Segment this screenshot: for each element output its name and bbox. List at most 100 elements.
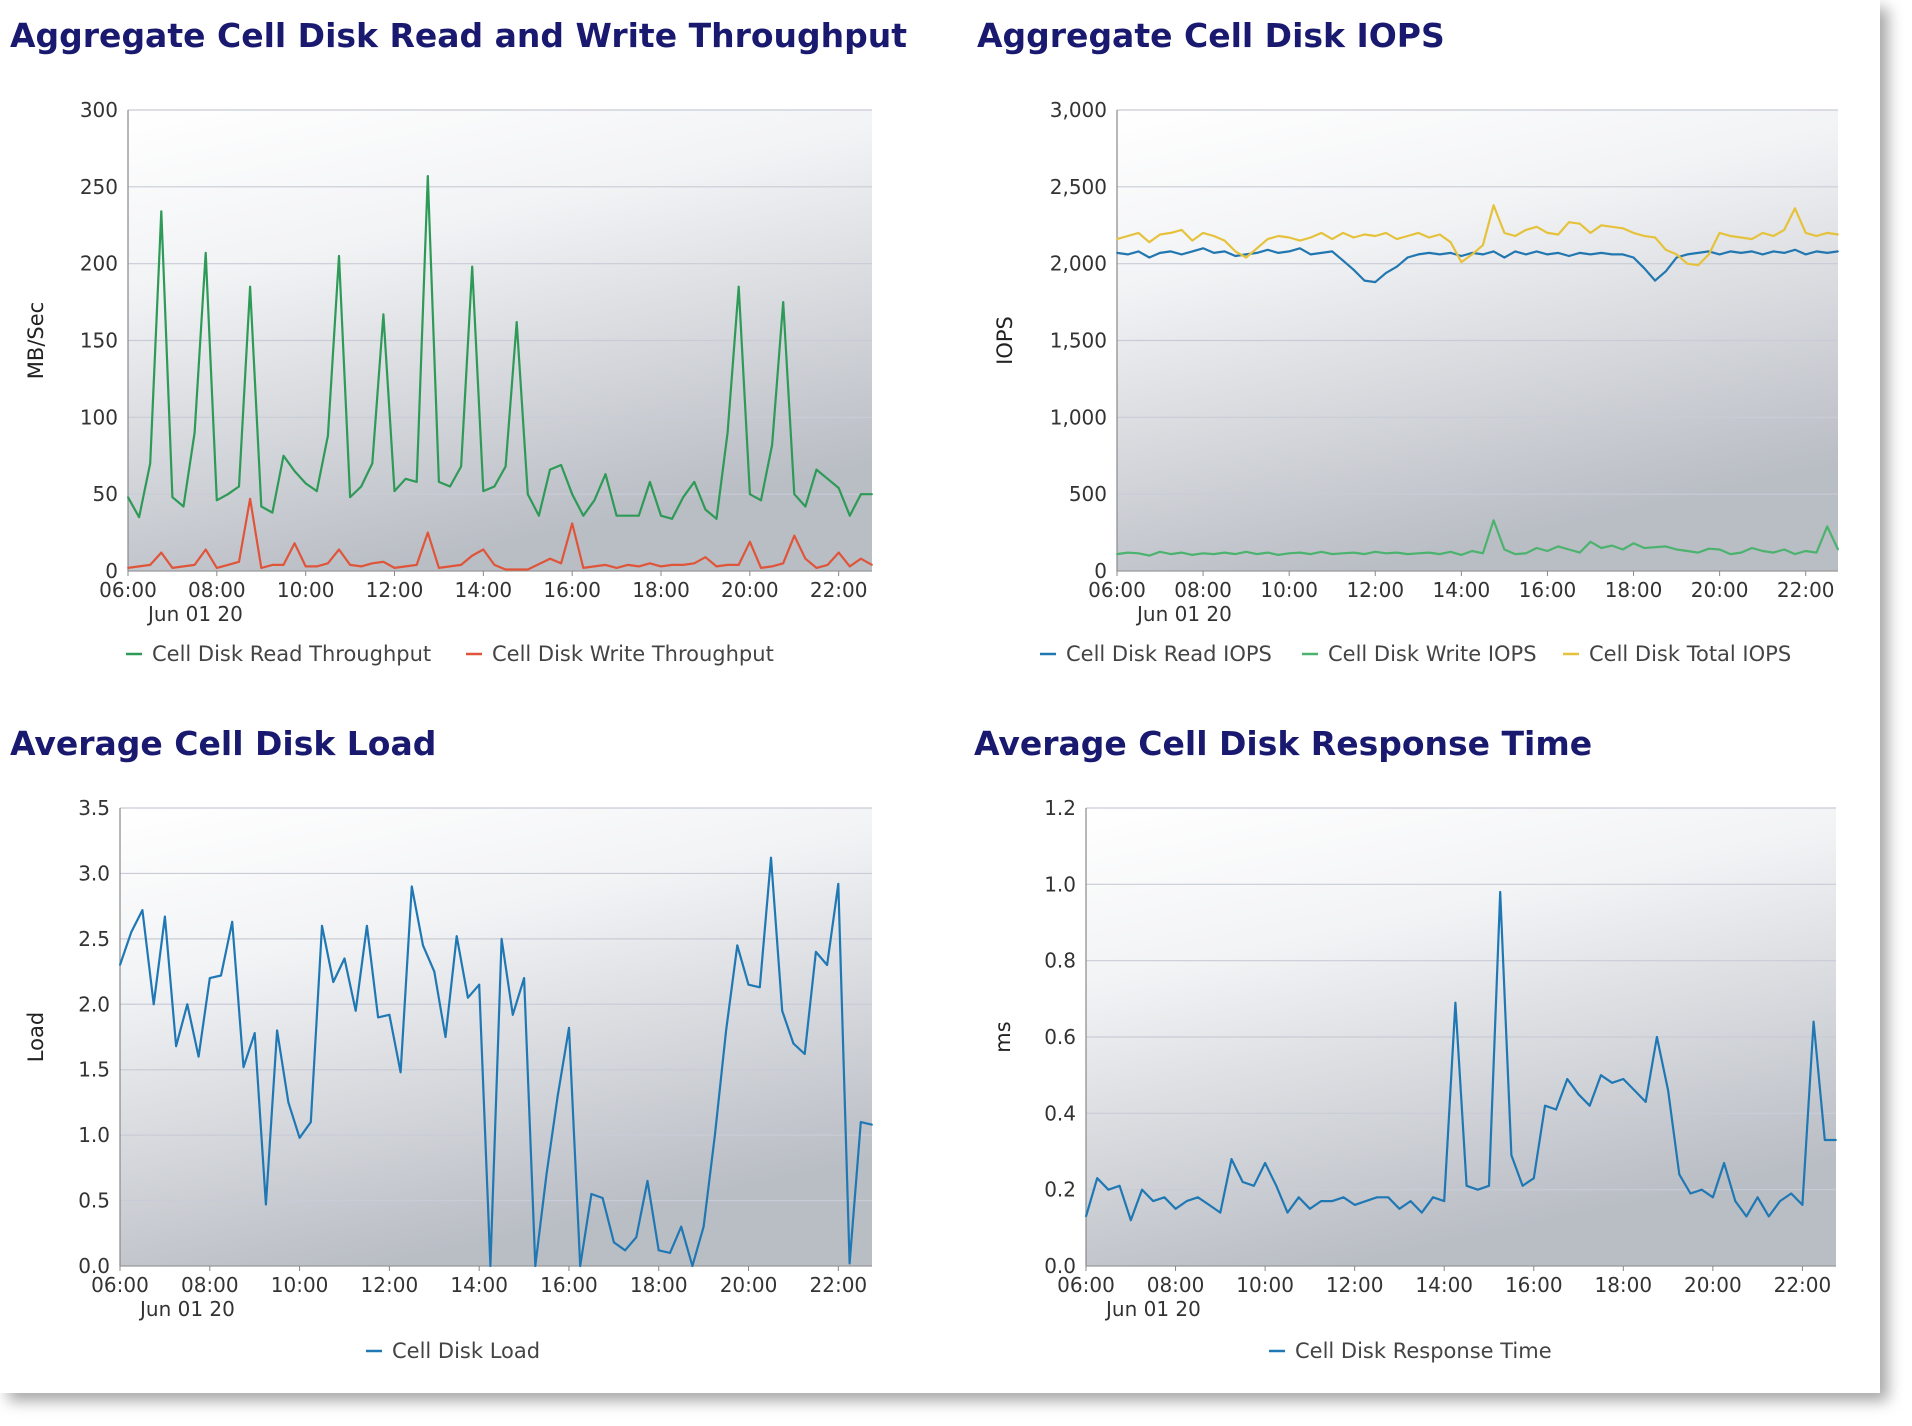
data-point bbox=[635, 1236, 638, 1239]
data-point bbox=[482, 548, 485, 551]
data-point bbox=[1740, 236, 1742, 239]
data-point bbox=[1664, 248, 1667, 251]
data-point bbox=[693, 481, 696, 483]
data-point bbox=[1729, 553, 1732, 555]
data-point bbox=[1656, 1036, 1658, 1038]
data-point bbox=[624, 1249, 626, 1252]
data-point bbox=[1761, 550, 1764, 552]
legend-item[interactable]: Cell Disk Write Throughput bbox=[466, 642, 774, 666]
data-point bbox=[171, 496, 174, 499]
data-point bbox=[1492, 204, 1495, 207]
data-point bbox=[404, 565, 407, 568]
data-point bbox=[1823, 1139, 1826, 1141]
data-point bbox=[1266, 551, 1269, 554]
data-point bbox=[1514, 250, 1517, 253]
data-point bbox=[382, 313, 385, 316]
data-point bbox=[164, 915, 166, 918]
data-point bbox=[1535, 547, 1538, 549]
chart-title: Aggregate Cell Disk Read and Write Throu… bbox=[10, 16, 907, 55]
data-point bbox=[1417, 253, 1420, 256]
data-point bbox=[1525, 253, 1527, 256]
data-point bbox=[604, 473, 607, 476]
y-tick-label: 500 bbox=[1069, 482, 1107, 506]
data-point bbox=[1230, 1158, 1233, 1160]
data-point bbox=[646, 1180, 649, 1182]
x-tick-label: 22:00 bbox=[810, 1273, 868, 1297]
data-point bbox=[1118, 1184, 1121, 1187]
data-point bbox=[593, 565, 596, 568]
data-point bbox=[1621, 227, 1624, 230]
data-point bbox=[1245, 550, 1247, 553]
legend-item[interactable]: Cell Disk Write IOPS bbox=[1302, 642, 1537, 666]
data-point bbox=[626, 564, 629, 566]
series-3 bbox=[1116, 204, 1839, 267]
data-point bbox=[1374, 281, 1377, 283]
y-tick-label: 50 bbox=[93, 482, 118, 506]
data-point bbox=[293, 470, 296, 472]
data-point bbox=[360, 565, 363, 568]
data-point bbox=[1169, 250, 1172, 253]
y-tick-label: 1.5 bbox=[78, 1058, 110, 1082]
data-point bbox=[1772, 250, 1775, 253]
data-point bbox=[1718, 253, 1721, 256]
data-point bbox=[860, 493, 862, 496]
y-tick-label: 1,500 bbox=[1050, 329, 1107, 353]
x-tick-label: 18:00 bbox=[1594, 1273, 1652, 1297]
legend-item[interactable]: Cell Disk Total IOPS bbox=[1563, 642, 1791, 666]
x-tick-label: 06:00 bbox=[1088, 578, 1146, 602]
data-point bbox=[871, 493, 873, 496]
data-point bbox=[1654, 236, 1656, 239]
data-point bbox=[604, 564, 607, 566]
data-point bbox=[1309, 553, 1312, 555]
data-point bbox=[1471, 253, 1473, 256]
data-point bbox=[1352, 551, 1355, 554]
legend-item[interactable]: Cell Disk Read IOPS bbox=[1040, 642, 1272, 666]
y-tick-label: 3.0 bbox=[78, 861, 110, 885]
data-point bbox=[1129, 1219, 1132, 1222]
data-point bbox=[1159, 252, 1161, 254]
series-1 bbox=[1084, 890, 1837, 1222]
data-point bbox=[747, 983, 750, 986]
legend-item[interactable]: Cell Disk Response Time bbox=[1269, 1339, 1552, 1363]
data-point bbox=[1309, 236, 1312, 239]
data-point bbox=[803, 1053, 806, 1055]
data-point bbox=[848, 514, 851, 517]
data-point bbox=[1342, 259, 1344, 262]
data-point bbox=[545, 1173, 548, 1176]
data-point bbox=[1213, 235, 1215, 237]
data-point bbox=[304, 565, 307, 568]
data-point bbox=[1600, 252, 1603, 254]
data-point bbox=[1772, 551, 1775, 554]
legend-label: Cell Disk Read Throughput bbox=[152, 642, 431, 666]
data-point bbox=[1723, 1162, 1725, 1164]
data-point bbox=[1191, 250, 1194, 253]
data-point bbox=[315, 490, 318, 492]
x-tick-label: 20:00 bbox=[720, 1273, 778, 1297]
data-point bbox=[504, 465, 507, 468]
data-point bbox=[1320, 550, 1323, 553]
data-point bbox=[792, 1042, 795, 1045]
x-tick-label: 10:00 bbox=[277, 578, 335, 602]
data-point bbox=[1751, 238, 1753, 241]
data-point bbox=[138, 516, 141, 519]
chart-3: Average Cell Disk Load 0.0 0.5 1.0 1.5 2.0 2.5… bbox=[10, 724, 873, 1363]
charts-canvas: Aggregate Cell Disk Read and Write Throu… bbox=[10, 16, 1839, 1363]
data-point bbox=[1568, 255, 1570, 257]
data-point bbox=[1740, 551, 1742, 554]
data-point bbox=[1734, 1200, 1737, 1202]
data-point bbox=[338, 548, 340, 551]
data-point bbox=[1449, 252, 1452, 254]
x-tick-label: 22:00 bbox=[810, 578, 868, 602]
data-point bbox=[1729, 250, 1732, 253]
data-point bbox=[271, 564, 274, 566]
data-point bbox=[1320, 1200, 1322, 1202]
data-point bbox=[1751, 250, 1753, 253]
x-tick-label: 14:00 bbox=[455, 578, 513, 602]
data-point bbox=[149, 564, 152, 566]
data-point bbox=[1213, 252, 1215, 254]
data-point bbox=[1365, 1200, 1367, 1202]
data-point bbox=[460, 564, 462, 566]
data-point bbox=[1718, 232, 1721, 234]
legend-item[interactable]: Cell Disk Load bbox=[366, 1339, 540, 1363]
legend-item[interactable]: Cell Disk Read Throughput bbox=[126, 642, 431, 666]
